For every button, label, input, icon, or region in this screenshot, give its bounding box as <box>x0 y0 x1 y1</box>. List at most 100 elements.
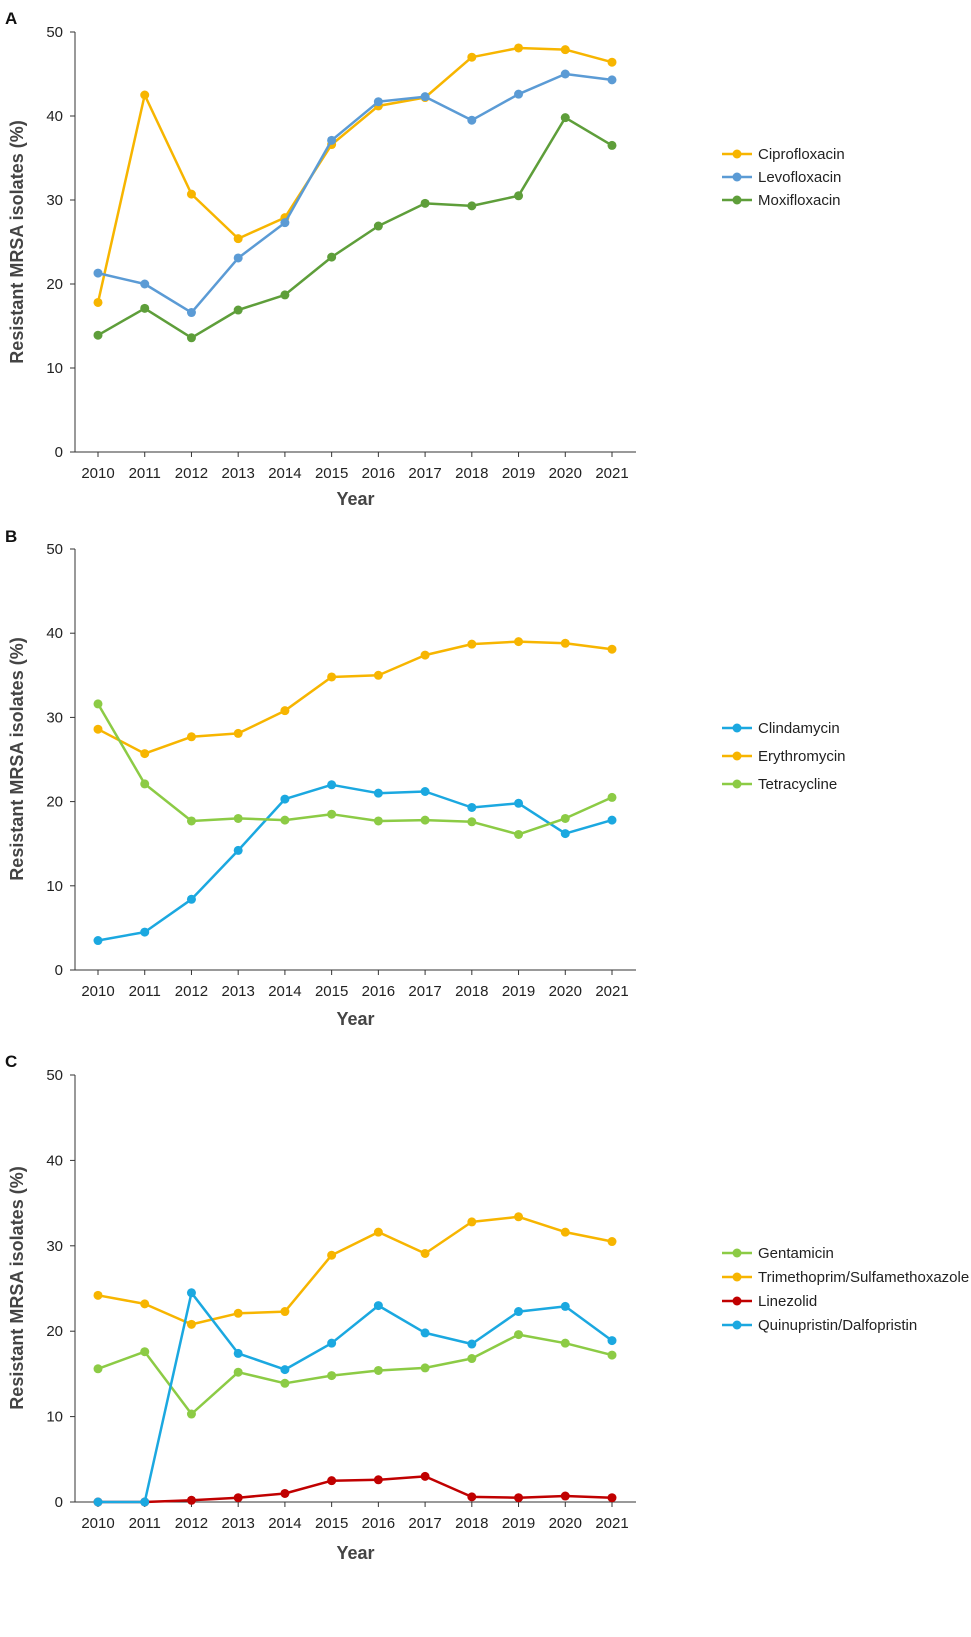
chart-panel-a: A 0 10 20 30 40 50 2010 2011 2012 2013 2014 2015 2016… <box>5 9 845 509</box>
legend-item: Quinupristin/Dalfopristin <box>722 1317 917 1334</box>
x-tick-label: 2021 <box>595 465 628 482</box>
y-tick-label: 30 <box>46 192 63 209</box>
data-point <box>327 1371 337 1381</box>
x-tick-label: 2010 <box>81 465 114 482</box>
data-point <box>233 728 243 738</box>
data-point <box>93 330 103 340</box>
chart-panel-b: B 0 10 20 30 40 50 2010 2011 2012 2013 2014 2015 2016… <box>5 527 846 1029</box>
data-point <box>93 699 103 709</box>
data-point <box>373 670 383 680</box>
data-point <box>186 1319 196 1329</box>
y-tick-label: 30 <box>46 1238 63 1255</box>
data-point <box>467 1492 477 1502</box>
x-tick-label: 2019 <box>502 465 535 482</box>
y-tick-label: 0 <box>55 1494 63 1511</box>
data-point <box>373 1475 383 1485</box>
legend-label: Quinupristin/Dalfopristin <box>758 1317 917 1334</box>
series-quinupristin-dalfopristin <box>93 1288 617 1507</box>
data-point <box>467 802 477 812</box>
data-point <box>420 1328 430 1338</box>
data-point <box>467 52 477 62</box>
y-tick-label: 40 <box>46 625 63 642</box>
x-tick-label: 2014 <box>268 983 301 1000</box>
data-point <box>186 1409 196 1419</box>
x-tick-label: 2016 <box>362 983 395 1000</box>
x-tick-label: 2013 <box>221 465 254 482</box>
x-tick-label: 2018 <box>455 983 488 1000</box>
data-point <box>514 1307 524 1317</box>
legend-marker <box>732 195 742 205</box>
data-point <box>140 927 150 937</box>
data-point <box>560 1491 570 1501</box>
legend-item: Tetracycline <box>722 776 837 793</box>
y-tick-label: 50 <box>46 541 63 558</box>
data-point <box>186 732 196 742</box>
x-tick-label: 2017 <box>408 983 441 1000</box>
y-tick-label: 30 <box>46 709 63 726</box>
data-point <box>140 303 150 313</box>
data-point <box>280 1365 290 1375</box>
data-point <box>186 1495 196 1505</box>
data-point <box>140 1497 150 1507</box>
data-point <box>233 253 243 263</box>
data-point <box>280 218 290 228</box>
series-levofloxacin <box>93 69 617 318</box>
data-point <box>514 43 524 53</box>
data-point <box>514 829 524 839</box>
y-tick-label: 20 <box>46 276 63 293</box>
data-point <box>186 1288 196 1298</box>
data-point <box>93 1290 103 1300</box>
x-tick-label: 2021 <box>595 1515 628 1532</box>
series-trimethoprim-sulfamethoxazole <box>93 1212 617 1329</box>
data-point <box>560 813 570 823</box>
data-point <box>420 198 430 208</box>
y-tick-label: 20 <box>46 794 63 811</box>
data-point <box>140 1347 150 1357</box>
panel-label: A <box>5 9 17 28</box>
data-point <box>140 1299 150 1309</box>
series-clindamycin <box>93 780 617 946</box>
data-point <box>373 1301 383 1311</box>
series-line <box>96 46 613 303</box>
data-point <box>327 780 337 790</box>
data-point <box>233 1348 243 1358</box>
data-point <box>140 90 150 100</box>
data-point <box>233 1367 243 1377</box>
data-point <box>280 1307 290 1317</box>
data-point <box>607 815 617 825</box>
legend-item: Trimethoprim/Sulfamethoxazole <box>722 1269 969 1286</box>
data-point <box>420 786 430 796</box>
series-line <box>97 1333 613 1416</box>
data-point <box>607 57 617 67</box>
legend-label: Linezolid <box>758 1293 817 1310</box>
x-tick-label: 2018 <box>455 1515 488 1532</box>
data-point <box>327 1338 337 1348</box>
data-point <box>560 113 570 123</box>
data-point <box>280 1378 290 1388</box>
data-point <box>607 1493 617 1503</box>
data-point <box>560 1338 570 1348</box>
legend-label: Trimethoprim/Sulfamethoxazole <box>758 1269 969 1286</box>
legend-marker <box>732 1296 742 1306</box>
data-point <box>280 1488 290 1498</box>
data-point <box>93 1497 103 1507</box>
series-line <box>97 640 613 755</box>
y-tick-label: 20 <box>46 1323 63 1340</box>
legend-marker <box>732 149 742 159</box>
x-tick-label: 2020 <box>549 983 582 1000</box>
x-tick-label: 2012 <box>175 465 208 482</box>
data-point <box>327 1476 337 1486</box>
legend-marker <box>732 1320 742 1330</box>
data-point <box>233 305 243 315</box>
x-tick-label: 2020 <box>549 465 582 482</box>
data-point <box>93 1364 103 1374</box>
data-point <box>140 749 150 759</box>
x-axis-title: Year <box>336 1543 374 1563</box>
x-tick-label: 2016 <box>362 1515 395 1532</box>
x-tick-label: 2011 <box>129 1515 161 1532</box>
data-point <box>607 1237 617 1247</box>
data-point <box>186 333 196 343</box>
x-tick-label: 2017 <box>408 1515 441 1532</box>
